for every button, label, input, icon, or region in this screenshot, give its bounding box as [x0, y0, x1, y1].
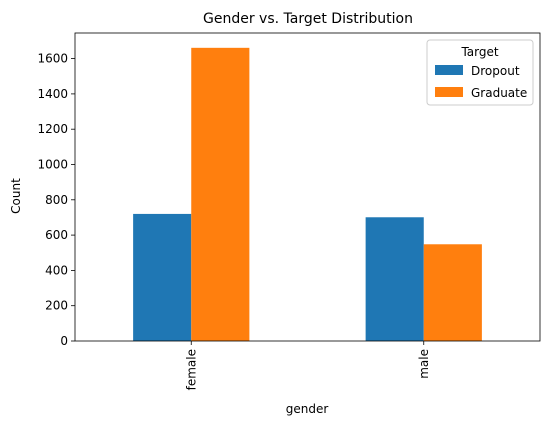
- bar-dropout-male: [365, 217, 424, 341]
- x-tick-label-male: male: [417, 349, 431, 379]
- legend: Target Dropout Graduate: [426, 39, 534, 106]
- y-tick-label: 400: [45, 263, 68, 277]
- legend-title: Target: [460, 45, 498, 59]
- x-tick-label-female: female: [184, 349, 198, 390]
- bar-graduate-male: [423, 244, 482, 341]
- plot-area: 0 200 400 600 800 1000 1200 1400 1600 female male: [37, 32, 541, 390]
- legend-swatch-graduate: [435, 87, 463, 97]
- y-tick-label: 1600: [37, 52, 68, 66]
- legend-entry-dropout: Dropout: [471, 64, 520, 78]
- x-axis-label: gender: [286, 402, 329, 416]
- y-tick-label: 800: [45, 193, 68, 207]
- legend-swatch-dropout: [435, 65, 463, 75]
- y-tick-label: 1000: [37, 157, 68, 171]
- bar-graduate-female: [191, 47, 250, 342]
- bar-dropout-female: [133, 213, 192, 341]
- y-tick-label: 600: [45, 228, 68, 242]
- legend-entry-graduate: Graduate: [471, 86, 527, 100]
- chart-title: Gender vs. Target Distribution: [203, 11, 413, 27]
- y-axis-label: Count: [9, 178, 23, 214]
- y-tick-label: 0: [60, 334, 68, 348]
- plot-frame: [74, 32, 541, 342]
- y-tick-label: 1400: [37, 87, 68, 101]
- y-tick-label: 200: [45, 299, 68, 313]
- y-tick-label: 1200: [37, 122, 68, 136]
